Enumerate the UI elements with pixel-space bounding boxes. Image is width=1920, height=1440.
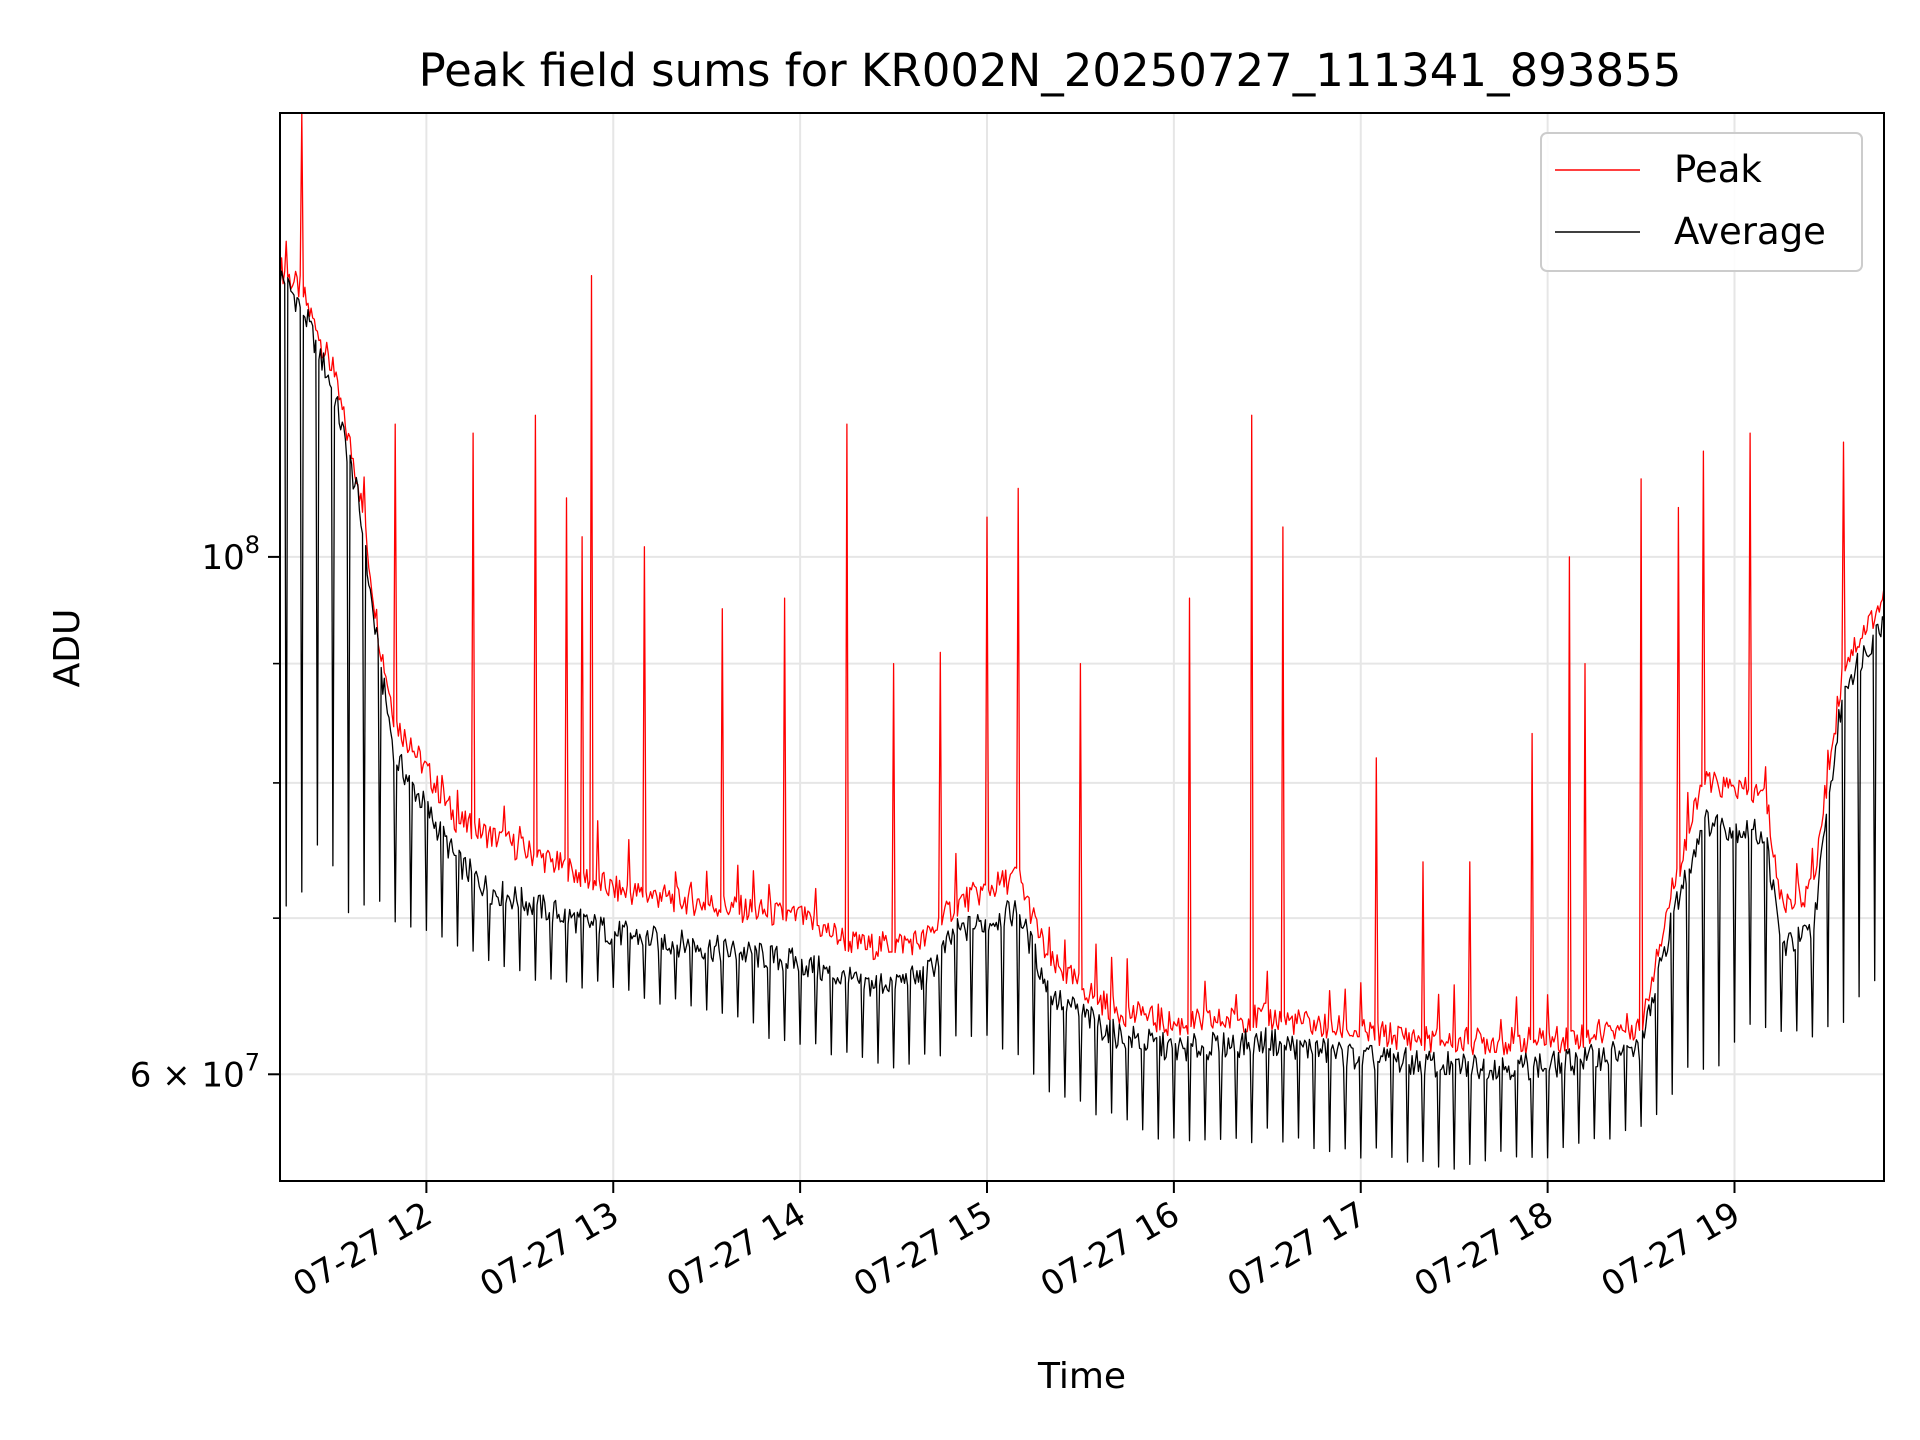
y-axis-label: ADU bbox=[47, 609, 88, 688]
x-tick-label: 07-27 19 bbox=[1595, 1194, 1747, 1305]
x-tick-label: 07-27 18 bbox=[1408, 1194, 1560, 1305]
y-tick-exponent: 7 bbox=[245, 1048, 260, 1076]
y-tick-label: 6 × 107 bbox=[130, 1048, 260, 1095]
x-tick-label: 07-27 12 bbox=[286, 1194, 438, 1305]
legend-label-peak: Peak bbox=[1674, 148, 1762, 191]
legend-label-average: Average bbox=[1674, 210, 1826, 253]
y-tick-base: 10 bbox=[201, 538, 244, 578]
x-tick-label: 07-27 15 bbox=[847, 1194, 999, 1305]
y-tick-mantissa: 6 bbox=[130, 1055, 152, 1095]
y-tick-exponent: 8 bbox=[245, 531, 260, 559]
plot-frame bbox=[279, 112, 1885, 1182]
x-axis-ticks: 07-27 12 07-27 13 07-27 14 07-27 15 07-27 16… bbox=[286, 1181, 1747, 1305]
y-tick-base: 10 bbox=[201, 1055, 244, 1095]
legend-box bbox=[1540, 132, 1863, 272]
chart-title: Peak field sums for KR002N_20250727_1113… bbox=[419, 44, 1682, 97]
x-tick-label: 07-27 14 bbox=[660, 1194, 812, 1305]
series-line-average bbox=[279, 270, 1885, 1170]
x-tick-label: 07-27 13 bbox=[473, 1194, 625, 1305]
y-tick-label: 108 bbox=[201, 531, 260, 578]
x-tick-label: 07-27 17 bbox=[1221, 1194, 1373, 1305]
x-tick-label: 07-27 16 bbox=[1034, 1194, 1186, 1305]
x-axis-label: Time bbox=[1037, 1356, 1126, 1397]
plot-series bbox=[279, 112, 1885, 1170]
legend: Peak Average bbox=[1540, 132, 1863, 272]
series-line-peak bbox=[279, 112, 1885, 1056]
y-tick-times: × bbox=[151, 1055, 201, 1095]
